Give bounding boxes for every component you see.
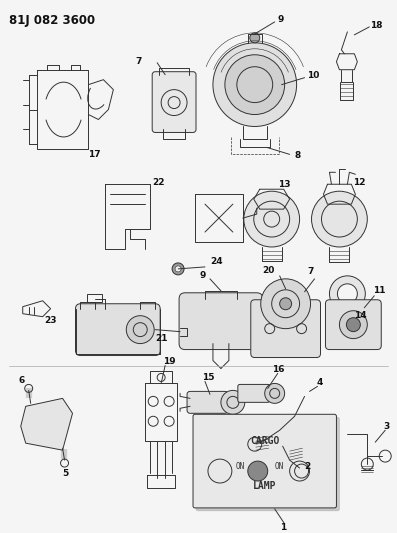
Bar (87, 294, 102, 302)
Circle shape (312, 191, 367, 247)
Text: 14: 14 (355, 311, 367, 320)
Text: 9: 9 (278, 15, 284, 25)
Text: 8: 8 (295, 151, 301, 160)
Circle shape (126, 316, 154, 344)
FancyBboxPatch shape (196, 417, 339, 511)
Text: 12: 12 (353, 177, 366, 187)
Text: 7: 7 (135, 57, 142, 66)
Text: 15: 15 (202, 373, 214, 382)
Circle shape (175, 266, 181, 272)
Text: LAMP: LAMP (253, 481, 276, 491)
Text: 24: 24 (210, 257, 223, 266)
Circle shape (261, 279, 310, 329)
Text: 10: 10 (306, 71, 319, 80)
Polygon shape (21, 398, 73, 450)
Circle shape (225, 55, 285, 115)
Text: 20: 20 (263, 266, 275, 276)
Text: 4: 4 (316, 378, 323, 387)
Text: ON: ON (275, 462, 284, 471)
Circle shape (172, 263, 184, 275)
Text: 7: 7 (308, 268, 314, 277)
Circle shape (250, 33, 260, 43)
Text: 3: 3 (383, 422, 389, 431)
Text: 19: 19 (163, 357, 176, 366)
Text: 2: 2 (304, 462, 311, 471)
Text: 9: 9 (200, 271, 206, 280)
Text: 21: 21 (155, 334, 168, 343)
Circle shape (248, 461, 268, 481)
FancyBboxPatch shape (152, 72, 196, 133)
Circle shape (244, 191, 300, 247)
Text: 81J 082 3600: 81J 082 3600 (9, 14, 95, 27)
Text: ON: ON (235, 462, 245, 471)
Text: 6: 6 (19, 376, 25, 385)
Circle shape (330, 276, 365, 312)
Text: 13: 13 (278, 180, 290, 189)
Text: 18: 18 (370, 21, 383, 30)
Text: 5: 5 (63, 469, 69, 478)
FancyBboxPatch shape (238, 384, 270, 402)
Circle shape (221, 390, 245, 414)
Text: 11: 11 (373, 286, 386, 295)
Circle shape (265, 383, 285, 403)
FancyBboxPatch shape (75, 304, 160, 356)
Circle shape (279, 298, 292, 310)
FancyBboxPatch shape (251, 300, 320, 358)
FancyBboxPatch shape (179, 293, 263, 350)
Text: CARGO: CARGO (250, 436, 279, 446)
Circle shape (347, 318, 360, 332)
Text: 23: 23 (44, 316, 57, 325)
FancyBboxPatch shape (326, 300, 381, 350)
FancyBboxPatch shape (193, 414, 336, 508)
Text: 22: 22 (152, 177, 165, 187)
Circle shape (213, 43, 297, 126)
Text: 16: 16 (272, 365, 284, 374)
Text: 17: 17 (89, 150, 101, 159)
Text: 1: 1 (279, 523, 286, 532)
Circle shape (339, 311, 367, 338)
FancyBboxPatch shape (187, 391, 228, 413)
Circle shape (337, 284, 357, 304)
